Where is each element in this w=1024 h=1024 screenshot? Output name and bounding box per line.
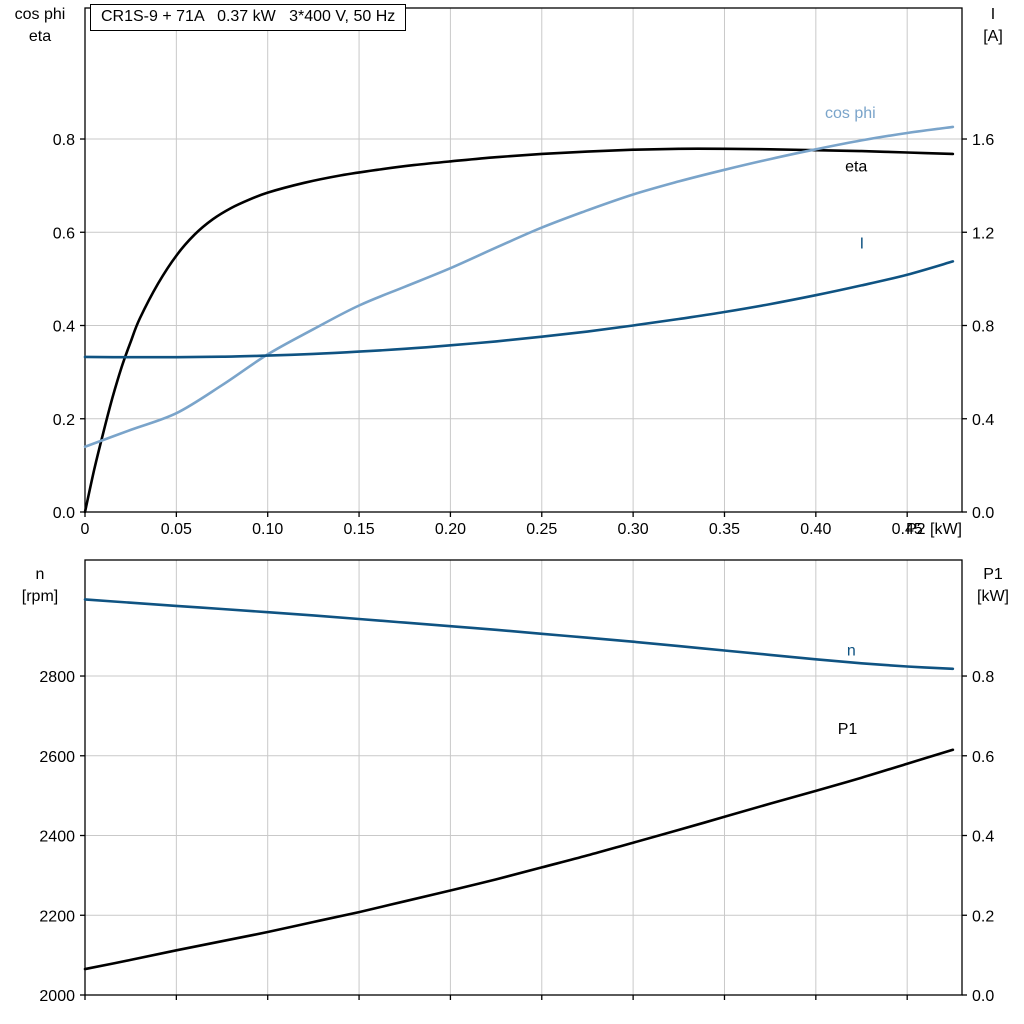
svg-text:2800: 2800 xyxy=(39,669,75,686)
svg-text:0.4: 0.4 xyxy=(53,319,75,336)
svg-text:0.4: 0.4 xyxy=(972,412,994,429)
svg-text:0.2: 0.2 xyxy=(53,412,75,429)
top-chart-left-axis-title: cos phi eta xyxy=(2,4,78,48)
bottom-chart-right-axis-title: P1 [kW] xyxy=(964,564,1022,608)
svg-text:2000: 2000 xyxy=(39,988,75,1005)
svg-text:0.35: 0.35 xyxy=(709,521,740,538)
svg-text:0.2: 0.2 xyxy=(972,908,994,925)
axis-title-line: I xyxy=(990,6,996,23)
svg-text:0.15: 0.15 xyxy=(343,521,374,538)
svg-text:0: 0 xyxy=(81,521,90,538)
svg-text:0.40: 0.40 xyxy=(800,521,831,538)
svg-text:0.6: 0.6 xyxy=(972,749,994,766)
svg-text:P1: P1 xyxy=(838,721,858,738)
svg-text:0.0: 0.0 xyxy=(53,505,75,522)
svg-text:0.8: 0.8 xyxy=(53,132,75,149)
svg-text:0.25: 0.25 xyxy=(526,521,557,538)
svg-text:n: n xyxy=(847,642,856,659)
svg-text:cos phi: cos phi xyxy=(825,105,876,122)
axis-title-line: eta xyxy=(28,28,52,45)
svg-text:0.45: 0.45 xyxy=(892,521,923,538)
svg-text:0.20: 0.20 xyxy=(435,521,466,538)
chart-title-box: CR1S-9 + 71A 0.37 kW 3*400 V, 50 Hz xyxy=(90,4,407,31)
svg-text:0.0: 0.0 xyxy=(972,988,994,1005)
svg-text:0.4: 0.4 xyxy=(972,829,994,846)
svg-text:0.8: 0.8 xyxy=(972,669,994,686)
svg-text:0.0: 0.0 xyxy=(972,505,994,522)
svg-text:2600: 2600 xyxy=(39,749,75,766)
svg-text:P2 [kW]: P2 [kW] xyxy=(906,521,962,538)
svg-text:1.6: 1.6 xyxy=(972,132,994,149)
axis-title-line: [rpm] xyxy=(21,588,59,605)
svg-text:0.05: 0.05 xyxy=(161,521,192,538)
svg-text:0.10: 0.10 xyxy=(252,521,283,538)
svg-text:0.6: 0.6 xyxy=(53,225,75,242)
svg-text:eta: eta xyxy=(845,159,867,176)
axis-title-line: [A] xyxy=(983,28,1003,45)
bottom-chart-left-axis-title: n [rpm] xyxy=(2,564,78,608)
svg-text:I: I xyxy=(860,236,864,253)
svg-text:0.30: 0.30 xyxy=(618,521,649,538)
axis-title-line: cos phi xyxy=(14,6,66,23)
svg-text:2200: 2200 xyxy=(39,908,75,925)
svg-text:2400: 2400 xyxy=(39,829,75,846)
svg-text:1.2: 1.2 xyxy=(972,225,994,242)
axis-title-line: [kW] xyxy=(977,588,1009,605)
axis-title-line: n xyxy=(35,566,45,583)
top-chart-right-axis-title: I [A] xyxy=(964,4,1022,48)
axis-title-line: P1 xyxy=(983,566,1003,583)
svg-text:0.8: 0.8 xyxy=(972,319,994,336)
